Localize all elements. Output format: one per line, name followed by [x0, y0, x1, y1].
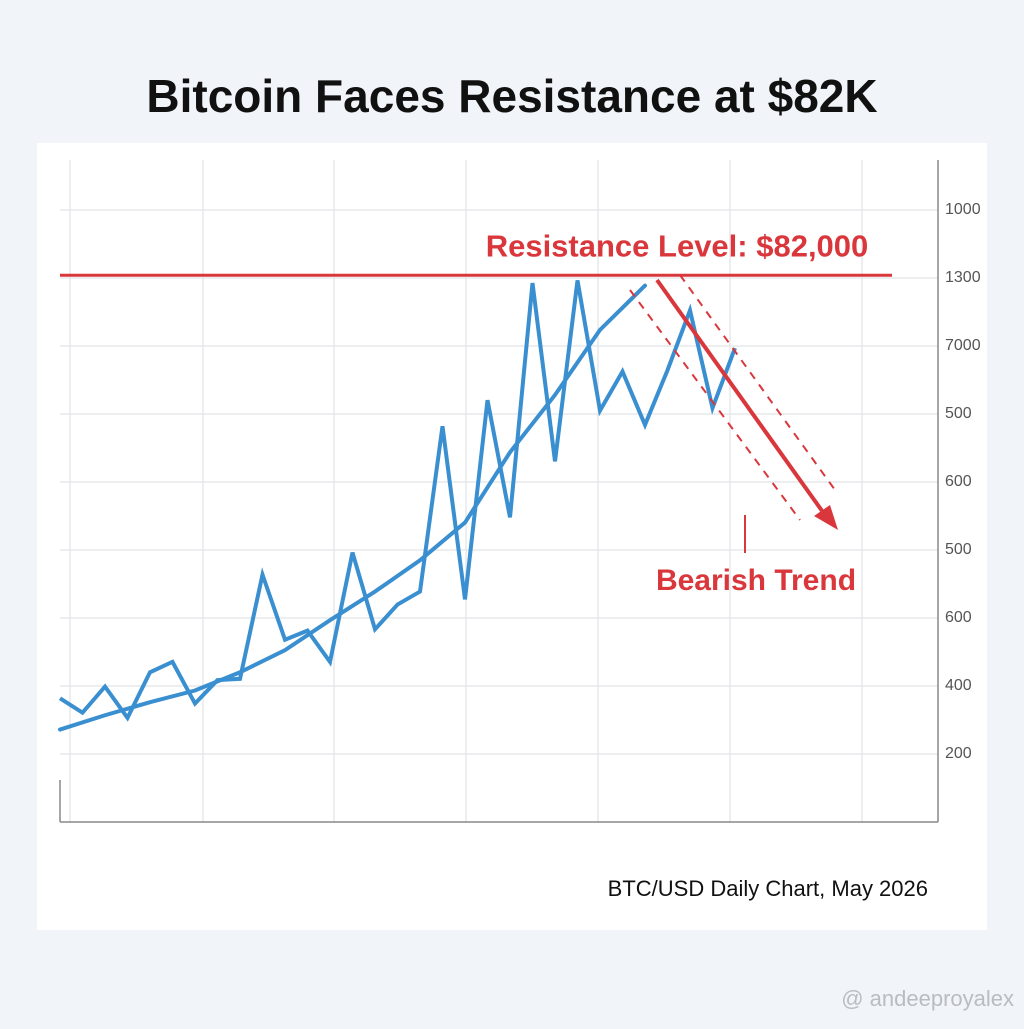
- channel-line: [629, 289, 801, 521]
- y-tick-label: 600: [945, 609, 972, 626]
- footer: BTC/USD Daily Chart, May 2026: [608, 876, 928, 901]
- resistance-label: Resistance Level: $82,000: [486, 228, 869, 263]
- y-tick-label: 500: [945, 541, 972, 558]
- bearish-arrow: [655, 278, 827, 517]
- y-tick-label: 7000: [945, 337, 981, 354]
- y-tick-label: 1000: [945, 201, 981, 218]
- chart-title: Bitcoin Faces Resistance at $82K: [146, 70, 877, 122]
- y-tick-label: 400: [945, 677, 972, 694]
- price-line: [58, 280, 737, 722]
- y-tick-label: 600: [945, 473, 972, 490]
- watermark: @ andeeproyalex: [841, 986, 1014, 1011]
- annotation: Bearish Trend: [656, 564, 856, 597]
- y-tick-label: 500: [945, 405, 972, 422]
- y-tick-label: 200: [945, 745, 972, 762]
- grid: [60, 160, 938, 822]
- arrow-head: [814, 505, 838, 530]
- y-tick-label: 1300: [945, 269, 981, 286]
